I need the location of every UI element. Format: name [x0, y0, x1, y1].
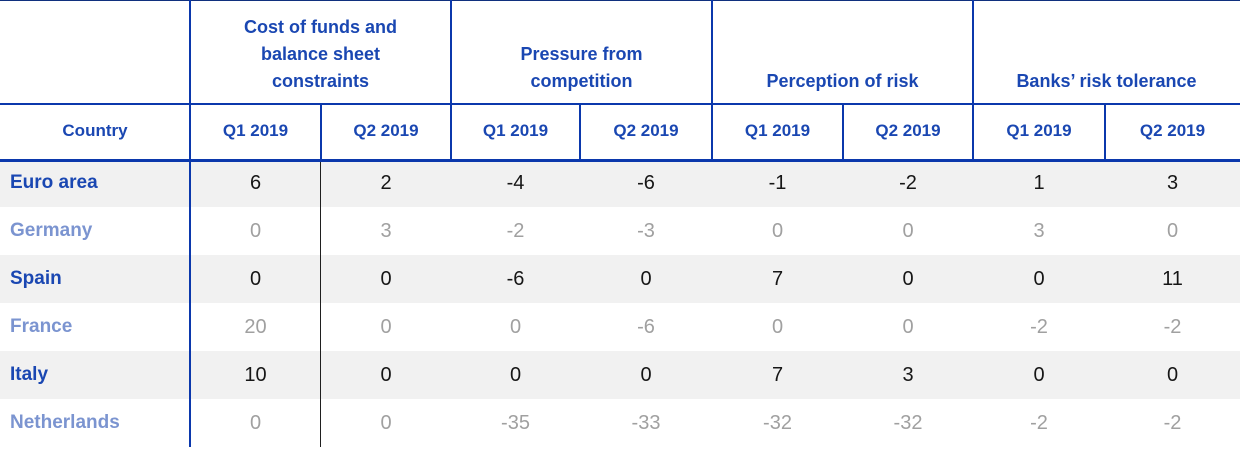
group-header-cost-of-funds: Cost of funds and balance sheet constrai… [244, 17, 397, 91]
group-divider [972, 0, 974, 159]
table-cell: -33 [631, 411, 661, 434]
table-cell: -32 [763, 411, 792, 434]
table-cell: 0 [1033, 363, 1045, 386]
table-cell: -32 [893, 411, 923, 434]
row-label-euro-area: Euro area [10, 172, 98, 193]
group-header-pressure-competition: Pressure from competition [520, 44, 643, 91]
column-header-country: Country [62, 121, 128, 140]
table-cell: 0 [771, 219, 784, 242]
table-cell: 3 [380, 219, 392, 242]
subheader-divider-line [0, 159, 1240, 162]
table-cell: -2 [899, 171, 917, 194]
table-cell: 0 [902, 267, 914, 290]
table-cell: 2 [380, 171, 392, 194]
column-header-q2: Q2 2019 [613, 121, 679, 140]
row-label-netherlands: Netherlands [10, 412, 120, 433]
table-cell: 7 [771, 267, 784, 290]
table-cell: 7 [771, 363, 784, 386]
row-stripe [0, 351, 1240, 399]
table-cell: 1 [1033, 171, 1045, 194]
table-cell: 3 [1033, 219, 1045, 242]
table-cell: 0 [380, 267, 392, 290]
header-divider-line [0, 103, 1240, 105]
data-column-divider [320, 162, 321, 447]
table-cell: 0 [509, 363, 522, 386]
table-cell: 0 [380, 411, 392, 434]
table-cell: 0 [1166, 219, 1179, 242]
row-stripe [0, 159, 1240, 207]
table-cell: 0 [249, 267, 262, 290]
table-cell: 0 [249, 219, 262, 242]
row-label-france: France [10, 316, 73, 337]
table-cell: 0 [249, 411, 262, 434]
table-cell: -3 [637, 219, 655, 242]
row-label-spain: Spain [10, 268, 62, 289]
table-cell: -2 [506, 219, 525, 242]
column-header-q2: Q2 2019 [353, 121, 419, 140]
table-cell: -6 [637, 171, 655, 194]
table-top-border [0, 0, 1240, 1]
group-divider [450, 0, 452, 159]
table-cell: 0 [640, 267, 652, 290]
table-cell: 0 [771, 315, 784, 338]
table-cell: 3 [902, 363, 914, 386]
table-cell: -2 [1163, 315, 1182, 338]
group-divider [711, 0, 713, 159]
table-cell: 0 [640, 363, 652, 386]
table-cell: 11 [1162, 267, 1183, 290]
group-header-risk-tolerance: Banks’ risk tolerance [1016, 71, 1197, 91]
column-header-q1: Q1 2019 [744, 121, 811, 140]
table-cell: 10 [244, 363, 267, 386]
country-column-divider [189, 0, 191, 447]
table-cell: -2 [1030, 315, 1048, 338]
group-header-perception-of-risk: Perception of risk [766, 71, 919, 91]
table-cell: 0 [902, 219, 914, 242]
table-grid: Cost of funds and balance sheet constrai… [0, 17, 1240, 434]
column-header-q2: Q2 2019 [1139, 121, 1206, 140]
quarter-column-divider [320, 103, 322, 159]
table-cell: 0 [509, 315, 522, 338]
quarter-column-divider [842, 103, 844, 159]
table-cell: -2 [1030, 411, 1048, 434]
table-cell: -35 [501, 411, 530, 434]
row-label-germany: Germany [10, 220, 93, 241]
table-cell: 0 [380, 315, 392, 338]
table-cell: 0 [380, 363, 392, 386]
table-cell: 20 [244, 315, 267, 338]
table-cell: -4 [506, 171, 525, 194]
table-cell: 0 [1166, 363, 1179, 386]
table-cell: -2 [1163, 411, 1182, 434]
quarter-column-divider [579, 103, 581, 159]
quarter-column-divider [1104, 103, 1106, 159]
table-cell: -6 [637, 315, 655, 338]
row-stripe [0, 255, 1240, 303]
table-cell: -6 [506, 267, 525, 290]
table-cell: -1 [768, 171, 787, 194]
column-header-q1: Q1 2019 [482, 121, 549, 140]
column-header-q2: Q2 2019 [875, 121, 941, 140]
table-cell: 0 [1033, 267, 1045, 290]
table-cell: 3 [1166, 171, 1179, 194]
row-label-italy: Italy [10, 364, 49, 385]
table-cell: 0 [902, 315, 914, 338]
column-header-q1: Q1 2019 [1006, 121, 1072, 140]
column-header-q1: Q1 2019 [222, 121, 289, 140]
table-cell: 6 [249, 171, 262, 194]
